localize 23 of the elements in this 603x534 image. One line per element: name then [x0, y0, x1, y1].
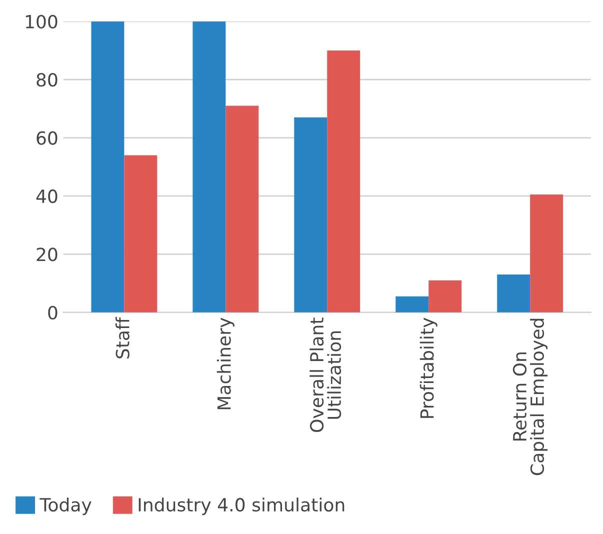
bar: [530, 194, 564, 312]
bar: [192, 21, 226, 312]
bar: [327, 50, 360, 312]
x-tick-label: Machinery: [216, 318, 234, 410]
y-tick-label: 100: [26, 14, 58, 28]
y-tick-label: 0: [48, 306, 58, 320]
legend-label: Today: [40, 498, 92, 516]
y-tick-label: 40: [36, 189, 58, 204]
x-tick-label: Return On Capital Employed: [512, 318, 548, 476]
y-tick-label: 20: [36, 248, 58, 262]
bar: [497, 274, 530, 312]
x-tick-label: Staff: [115, 316, 130, 358]
bar: [428, 280, 462, 312]
bar: [91, 21, 124, 312]
bar: [396, 296, 429, 312]
bar: [226, 106, 259, 312]
x-tick-label: Profitability: [420, 318, 438, 418]
bar: [294, 117, 328, 312]
y-tick-label: 60: [36, 131, 58, 145]
y-tick-label: 80: [36, 73, 58, 87]
legend-label: Industry 4.0 simulation: [138, 498, 344, 516]
bar: [124, 155, 158, 312]
x-tick-label: Overall Plant Utilization: [310, 318, 342, 432]
